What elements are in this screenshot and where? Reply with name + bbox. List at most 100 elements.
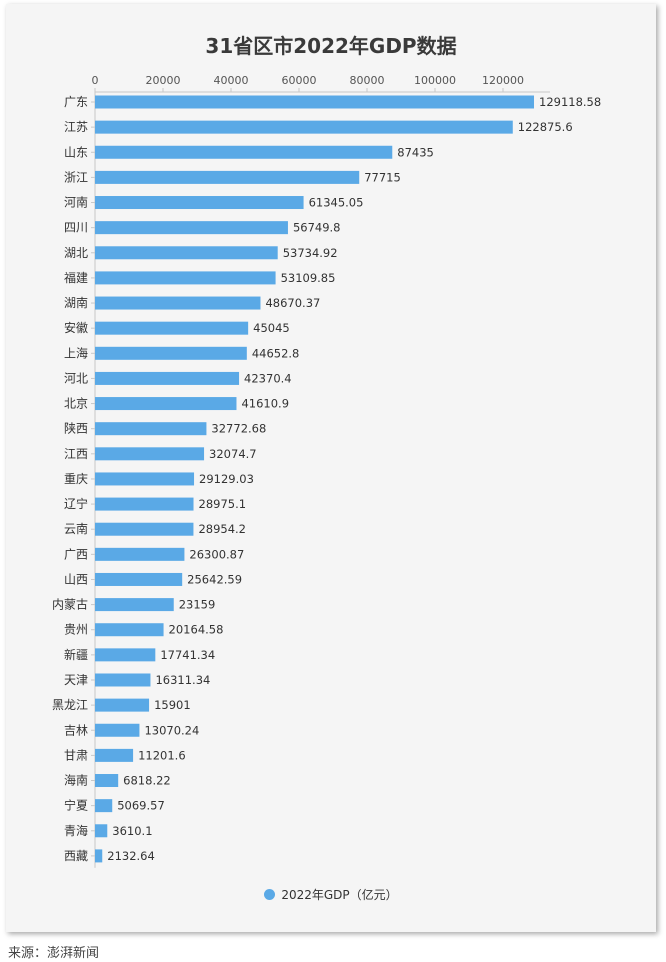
category-label: 安徽 <box>64 320 88 335</box>
bar <box>95 522 194 536</box>
category-label: 黑龙江 <box>52 698 88 712</box>
bar-value-label: 87435 <box>397 145 434 159</box>
source-caption: 来源：澎湃新闻 <box>8 946 100 961</box>
bar <box>95 497 194 511</box>
category-label: 上海 <box>64 345 88 360</box>
category-label: 广西 <box>64 547 88 561</box>
category-label: 青海 <box>64 823 88 838</box>
bar <box>95 648 156 662</box>
bar <box>95 120 513 134</box>
x-tick-label: 0 <box>92 74 99 87</box>
bar <box>95 145 393 159</box>
bar <box>95 623 164 637</box>
bar <box>95 296 261 310</box>
bar-value-label: 53734.92 <box>283 246 338 260</box>
category-label: 河北 <box>64 371 88 385</box>
x-tick-label: 80000 <box>350 74 385 87</box>
bar <box>95 472 195 486</box>
bar <box>95 371 240 385</box>
bar <box>95 95 535 109</box>
bar <box>95 246 278 260</box>
bar-value-label: 26300.87 <box>189 547 244 561</box>
legend-label: 2022年GDP（亿元） <box>281 888 398 902</box>
category-label: 甘肃 <box>64 748 88 762</box>
bar <box>95 723 140 737</box>
category-label: 江苏 <box>64 120 88 134</box>
bar-value-label: 44652.8 <box>252 346 300 360</box>
x-tick-label: 20000 <box>146 74 181 87</box>
bar-value-label: 56749.8 <box>293 221 341 235</box>
bar <box>95 547 185 561</box>
bar <box>95 221 288 235</box>
category-label: 江西 <box>64 447 88 461</box>
bar-value-label: 32074.7 <box>209 447 257 461</box>
bar-value-label: 15901 <box>154 698 191 712</box>
category-label: 重庆 <box>64 472 88 486</box>
bar <box>95 849 103 863</box>
category-label: 湖北 <box>64 245 88 260</box>
bar-value-label: 5069.57 <box>117 799 165 813</box>
bar-value-label: 45045 <box>253 321 290 335</box>
bar <box>95 748 134 762</box>
bar <box>95 321 249 335</box>
bar <box>95 422 207 436</box>
category-label: 海南 <box>64 773 88 788</box>
x-tick-label: 120000 <box>482 74 524 87</box>
bar <box>95 397 237 411</box>
bar-value-label: 28975.1 <box>199 497 247 511</box>
bar-value-label: 32772.68 <box>211 422 266 436</box>
chart-legend: 2022年GDP（亿元） <box>6 886 656 903</box>
bar-value-label: 23159 <box>179 598 216 612</box>
bar <box>95 673 151 687</box>
category-label: 广东 <box>64 95 88 109</box>
bar-value-label: 53109.85 <box>281 271 336 285</box>
category-label: 吉林 <box>64 723 88 737</box>
category-label: 贵州 <box>64 623 88 637</box>
bar-value-label: 61345.05 <box>309 196 364 210</box>
bar-value-label: 13070.24 <box>144 723 199 737</box>
category-label: 天津 <box>64 673 88 687</box>
bar-value-label: 6818.22 <box>123 774 171 788</box>
category-label: 山西 <box>64 572 88 586</box>
bar-value-label: 17741.34 <box>160 648 215 662</box>
bar-value-label: 11201.6 <box>138 748 186 762</box>
bar-value-label: 2132.64 <box>107 849 155 863</box>
bar <box>95 698 150 712</box>
bar-value-label: 29129.03 <box>199 472 254 486</box>
bar <box>95 271 276 285</box>
bar-value-label: 42370.4 <box>244 371 292 385</box>
bar <box>95 346 247 360</box>
chart-title: 31省区市2022年GDP数据 <box>205 34 457 58</box>
category-label: 陕西 <box>64 421 88 436</box>
bar <box>95 799 113 813</box>
category-label: 西藏 <box>64 849 88 863</box>
bar-value-label: 77715 <box>364 170 401 184</box>
category-label: 云南 <box>64 521 88 536</box>
x-tick-label: 100000 <box>414 74 456 87</box>
bar-value-label: 48670.37 <box>265 296 320 310</box>
category-label: 湖南 <box>64 295 88 310</box>
category-label: 新疆 <box>64 647 88 662</box>
bar <box>95 447 205 461</box>
bar <box>95 572 183 586</box>
x-tick-label: 40000 <box>214 74 249 87</box>
bar-value-label: 28954.2 <box>198 522 246 536</box>
category-label: 浙江 <box>64 170 88 184</box>
bar-value-label: 16311.34 <box>155 673 210 687</box>
chart-card: 31省区市2022年GDP数据 0 20000 40000 60000 80000 100… <box>6 4 656 932</box>
bar <box>95 170 360 184</box>
bar <box>95 598 174 612</box>
bar-value-label: 129118.58 <box>539 95 601 109</box>
category-label: 宁夏 <box>64 798 88 813</box>
category-label: 辽宁 <box>64 496 88 511</box>
category-label: 福建 <box>64 270 88 285</box>
category-label: 河南 <box>64 195 88 210</box>
bar-chart: 0 20000 40000 60000 80000 100000 120000 广东 12911… <box>52 74 601 868</box>
bar <box>95 196 304 210</box>
bar <box>95 824 108 838</box>
bar <box>95 774 119 788</box>
legend-swatch <box>264 889 276 900</box>
bar-value-label: 41610.9 <box>241 397 289 411</box>
x-tick-label: 60000 <box>282 74 317 87</box>
category-label: 内蒙古 <box>52 597 88 612</box>
